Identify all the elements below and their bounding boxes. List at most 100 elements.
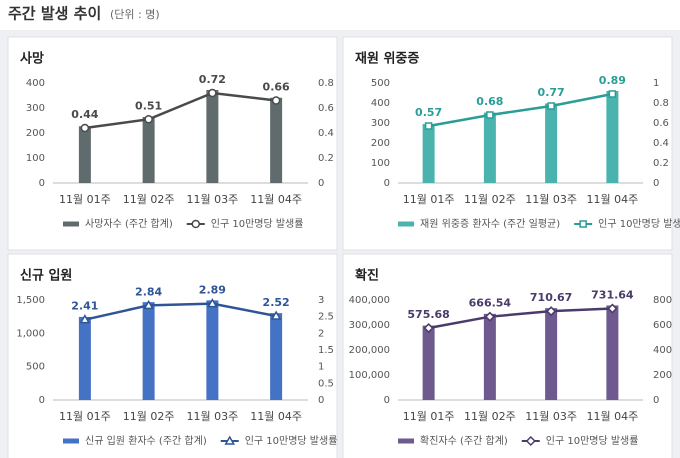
- chart-title: 사망: [20, 51, 44, 67]
- x-tick-label: 11월 02주: [123, 410, 175, 423]
- y2-tick-label: 0.2: [318, 153, 334, 164]
- y2-tick-label: 1.5: [318, 345, 334, 356]
- y2-tick-label: 0: [318, 178, 324, 189]
- y-tick-label: 0: [39, 178, 45, 189]
- x-tick-label: 11월 02주: [123, 193, 175, 206]
- y2-tick-label: 0.4: [653, 138, 669, 149]
- line: [84, 302, 277, 321]
- data-label: 0.44: [71, 108, 98, 121]
- line-marker: [144, 115, 153, 124]
- y-tick-label: 100: [26, 153, 45, 164]
- bar: [78, 126, 91, 183]
- line: [428, 92, 613, 128]
- bar: [422, 124, 435, 183]
- bar: [545, 103, 558, 183]
- y2-tick-label: 0.5: [318, 378, 334, 389]
- legend-label: 확진자수 (주간 합계): [420, 435, 508, 447]
- line-marker: [579, 220, 587, 228]
- legend-label: 인구 10만명당 발생률: [598, 218, 680, 230]
- legend-label: 인구 10만명당 발생률: [245, 435, 338, 447]
- line-marker: [424, 122, 433, 130]
- y-tick-label: 300: [371, 118, 390, 129]
- panel: [7, 253, 338, 458]
- x-tick-label: 11월 03주: [187, 410, 239, 423]
- y2-tick-label: 0: [318, 395, 324, 406]
- line-marker: [423, 322, 434, 334]
- y2-tick-label: 800: [653, 295, 672, 306]
- panel: [342, 253, 673, 458]
- line-marker: [608, 90, 617, 98]
- line-marker: [486, 111, 494, 119]
- legend-swatch: [63, 438, 79, 444]
- y2-tick-label: 0.8: [318, 78, 334, 89]
- bar: [545, 308, 558, 400]
- line-marker: [191, 219, 201, 229]
- panel: [7, 36, 338, 251]
- x-tick-label: 11월 04주: [587, 193, 639, 206]
- x-tick-label: 11월 01주: [59, 410, 111, 423]
- y2-tick-label: 1: [653, 78, 659, 89]
- y2-tick-label: 2: [318, 328, 324, 339]
- y2-tick-label: 0: [653, 395, 659, 406]
- y-tick-label: 0: [39, 395, 45, 406]
- x-tick-label: 11월 03주: [187, 193, 239, 206]
- y-tick-label: 1,500: [16, 295, 45, 306]
- y-tick-label: 500: [26, 362, 45, 373]
- y2-tick-label: 1: [318, 362, 324, 373]
- bar: [606, 91, 619, 183]
- y2-tick-label: 0.6: [318, 103, 334, 114]
- y2-tick-label: 200: [653, 370, 672, 381]
- x-tick-label: 11월 01주: [403, 193, 455, 206]
- y-tick-label: 200: [26, 128, 45, 139]
- x-tick-label: 11월 02주: [464, 410, 516, 423]
- line-marker: [224, 435, 236, 445]
- y-tick-label: 400: [26, 78, 45, 89]
- x-tick-label: 11월 03주: [525, 193, 577, 206]
- bar: [270, 97, 283, 183]
- y-tick-label: 400: [371, 98, 390, 109]
- legend-swatch: [398, 438, 414, 444]
- y2-tick-label: 0: [653, 178, 659, 189]
- data-label: 0.57: [415, 106, 442, 119]
- legend-label: 재원 위중증 환자수 (주간 일평균): [420, 217, 560, 230]
- bar: [142, 117, 155, 183]
- line-marker: [207, 298, 218, 308]
- line-marker: [484, 311, 495, 322]
- legend-label: 인구 10만명당 발생률: [546, 435, 639, 447]
- data-label: 2.41: [71, 300, 98, 313]
- chart-title: 확진: [355, 268, 379, 284]
- bar: [606, 305, 619, 400]
- line-marker: [208, 88, 217, 98]
- line: [84, 91, 277, 130]
- y-tick-label: 300: [26, 103, 45, 114]
- x-tick-label: 11월 01주: [59, 193, 111, 206]
- legend-label: 사망자수 (주간 합계): [85, 218, 173, 230]
- line-marker: [270, 310, 282, 320]
- y-tick-label: 100,000: [349, 370, 390, 381]
- chart-title: 신규 입원: [20, 269, 72, 284]
- data-label: 2.52: [263, 296, 290, 309]
- data-label: 731.64: [591, 289, 634, 302]
- data-label: 0.77: [538, 86, 565, 99]
- y2-tick-label: 0.4: [318, 128, 334, 139]
- x-tick-label: 11월 02주: [464, 193, 516, 206]
- y2-tick-label: 400: [653, 345, 672, 356]
- y-tick-label: 1,000: [16, 328, 45, 339]
- bar: [270, 313, 283, 400]
- data-label: 666.54: [469, 297, 512, 310]
- legend-swatch: [398, 221, 414, 227]
- line-marker: [546, 306, 557, 317]
- y-tick-label: 300,000: [349, 320, 390, 331]
- y-tick-label: 200: [371, 138, 390, 149]
- data-label: 2.89: [199, 284, 226, 297]
- y2-tick-label: 3: [318, 295, 324, 306]
- bar: [142, 302, 155, 400]
- legend-label: 인구 10만명당 발생률: [211, 218, 304, 230]
- line-marker: [607, 303, 618, 314]
- data-label: 2.84: [135, 285, 162, 298]
- x-tick-label: 11월 01주: [403, 410, 455, 423]
- bar: [483, 313, 496, 400]
- chart-title: 재원 위중증: [355, 52, 419, 67]
